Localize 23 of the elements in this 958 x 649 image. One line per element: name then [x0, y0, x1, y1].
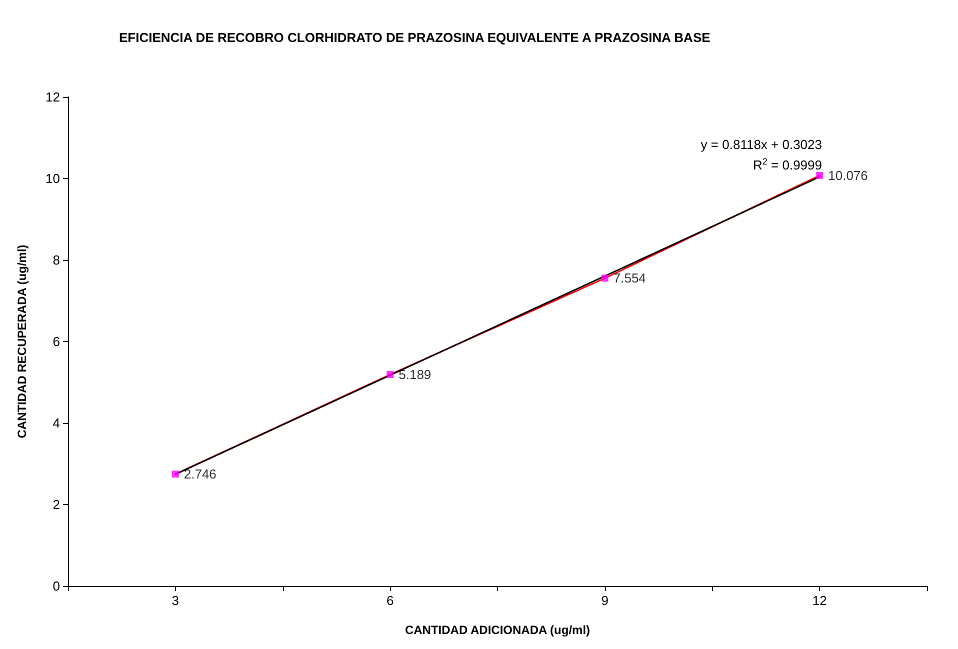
y-tick-label: 0: [52, 578, 60, 594]
data-label: 10.076: [828, 168, 868, 183]
y-tick-label: 10: [46, 171, 60, 186]
y-axis-title: CANTIDAD RECUPERADA (ug/ml): [15, 244, 29, 438]
data-label: 7.554: [613, 270, 646, 286]
y-tick-label: 6: [52, 334, 60, 349]
x-axis-title: CANTIDAD ADICIONADA (ug/ml): [404, 623, 590, 637]
data-label: 5.189: [398, 367, 432, 382]
y-tick-label: 4: [52, 416, 60, 430]
x-tick-label: 3: [172, 593, 179, 608]
point: [386, 371, 394, 378]
chart-title: EFICIENCIA DE RECOBRO CLORHIDRATO DE PRAZOSINA EQUIVALENTE A PRAZOSINA BASE: [119, 30, 711, 45]
x-tick-label: 12: [812, 593, 827, 608]
point: [816, 172, 824, 179]
annotation: y = 0.8118x + 0.3023: [700, 137, 822, 152]
y-tick-label: 8: [52, 252, 60, 268]
y-tick-label: 12: [46, 90, 60, 104]
point: [172, 470, 179, 478]
x-tick-label: 9: [601, 593, 608, 608]
x-tick-label: 6: [386, 593, 394, 608]
data-label: 2.746: [184, 466, 216, 482]
point: [601, 274, 608, 282]
y-tick-label: 2: [52, 497, 60, 512]
